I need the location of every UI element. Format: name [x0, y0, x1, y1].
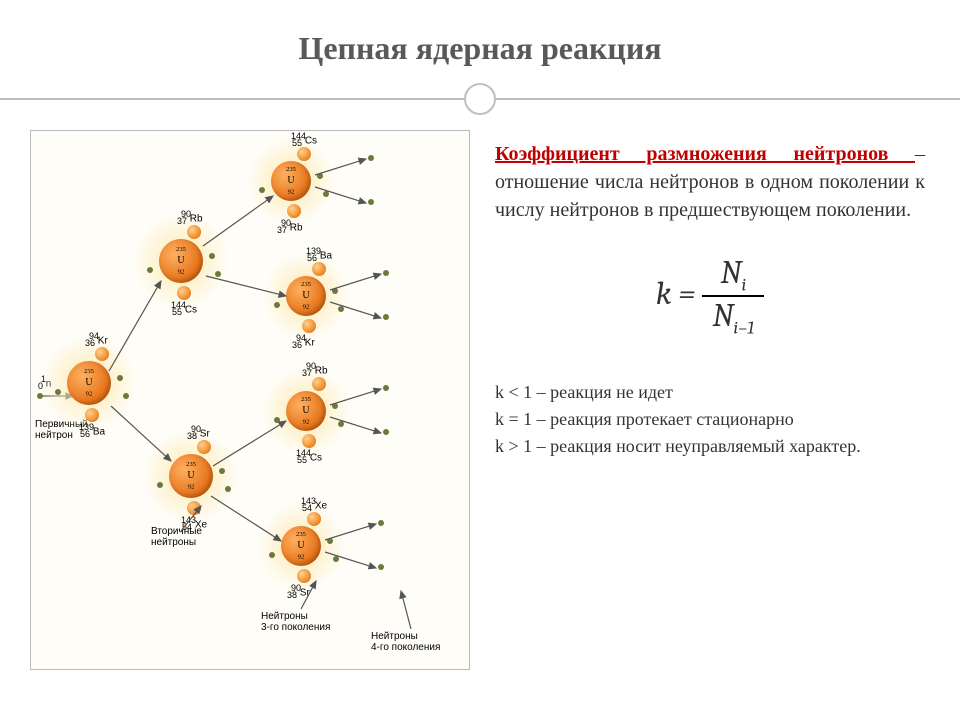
fragment	[287, 204, 301, 218]
isotope-label-Sr: 9038 Sr	[191, 426, 210, 441]
formula-denominator: Ni–1	[702, 297, 764, 338]
neutron-gen4	[383, 314, 389, 320]
uranium-nucleus: 235U92	[286, 276, 326, 316]
isotope-label-Kr: 9436 Kr	[296, 335, 315, 350]
neutron	[55, 389, 61, 395]
neutron	[117, 375, 123, 381]
neutron	[225, 486, 231, 492]
fragment	[197, 440, 211, 454]
formula-fraction: Ni Ni–1	[702, 254, 764, 339]
gen4-label: Нейтроны4-го поколения	[371, 631, 461, 653]
primary-neutron	[37, 393, 43, 399]
neutron	[209, 253, 215, 259]
neutron	[157, 482, 163, 488]
fragment	[307, 512, 321, 526]
uranium-nucleus: 235U92	[169, 454, 213, 498]
neutron-gen4	[383, 270, 389, 276]
header: Цепная ядерная реакция	[0, 0, 960, 120]
gen3-label: Нейтроны3-го поколения	[261, 611, 351, 633]
formula-lhs: k	[656, 275, 672, 312]
neutron	[215, 271, 221, 277]
isotope-label-Rb: 9037 Rb	[181, 211, 203, 226]
fragment	[95, 347, 109, 361]
neutron	[219, 468, 225, 474]
uranium-nucleus: 235U92	[159, 239, 203, 283]
neutron-gen4	[368, 155, 374, 161]
term: Коэффициент размножения нейтронов	[495, 143, 915, 165]
neutron-gen4	[383, 429, 389, 435]
arrow	[31, 131, 32, 132]
fragment	[187, 225, 201, 239]
neutron-gen4	[378, 564, 384, 570]
fragment	[297, 569, 311, 583]
fragment	[302, 434, 316, 448]
neutron-gen4	[383, 385, 389, 391]
fragment	[302, 319, 316, 333]
isotope-label-Ba: 13956 Ba	[306, 248, 332, 263]
isotope-label-Xe: 14354 Xe	[301, 498, 327, 513]
neutron	[338, 421, 344, 427]
isotope-label-Cs: 14455 Cs	[296, 450, 322, 465]
condition-1: k < 1 – реакция не идет	[495, 379, 925, 406]
neutron	[147, 267, 153, 273]
chain-reaction-diagram: 10 n Первичныйнейтрон235U929436 Kr13956 …	[30, 130, 470, 670]
neutron	[269, 552, 275, 558]
neutron	[333, 556, 339, 562]
isotope-label-Ba: 13956 Ba	[79, 424, 105, 439]
uranium-nucleus: 235U92	[286, 391, 326, 431]
page-title: Цепная ядерная реакция	[0, 0, 960, 67]
isotope-label-Kr: 9436 Kr	[89, 333, 108, 348]
neutron-gen4	[368, 199, 374, 205]
isotope-label-Cs: 14455 Cs	[291, 133, 317, 148]
text-panel: Коэффициент размножения нейтронов – отно…	[490, 130, 930, 680]
neutron-gen4	[378, 520, 384, 526]
condition-3: k > 1 – реакция носит неуправляемый хара…	[495, 433, 925, 460]
neutron	[259, 187, 265, 193]
fragment	[297, 147, 311, 161]
uranium-nucleus: 235U92	[67, 361, 111, 405]
uranium-nucleus: 235U92	[271, 161, 311, 201]
title-circle-ornament	[464, 83, 496, 115]
neutron	[338, 306, 344, 312]
uranium-nucleus: 235U92	[281, 526, 321, 566]
content-row: 10 n Первичныйнейтрон235U929436 Kr13956 …	[0, 120, 960, 700]
isotope-label-Cs: 14455 Cs	[171, 302, 197, 317]
formula-numerator: Ni	[702, 254, 764, 297]
neutron	[323, 191, 329, 197]
fragment	[312, 377, 326, 391]
isotope-label-Rb: 9037 Rb	[281, 220, 303, 235]
fragment	[177, 286, 191, 300]
neutron	[123, 393, 129, 399]
neutron	[274, 302, 280, 308]
secondary-neutrons-label: Вторичныенейтроны	[151, 526, 221, 548]
condition-2: k = 1 – реакция протекает стационарно	[495, 406, 925, 433]
fragment	[312, 262, 326, 276]
formula: k = Ni Ni–1	[495, 254, 925, 339]
fragment	[85, 408, 99, 422]
isotope-label-Rb: 9037 Rb	[306, 363, 328, 378]
definition-paragraph: Коэффициент размножения нейтронов – отно…	[495, 140, 925, 224]
conditions-list: k < 1 – реакция не идет k = 1 – реакция …	[495, 379, 925, 460]
